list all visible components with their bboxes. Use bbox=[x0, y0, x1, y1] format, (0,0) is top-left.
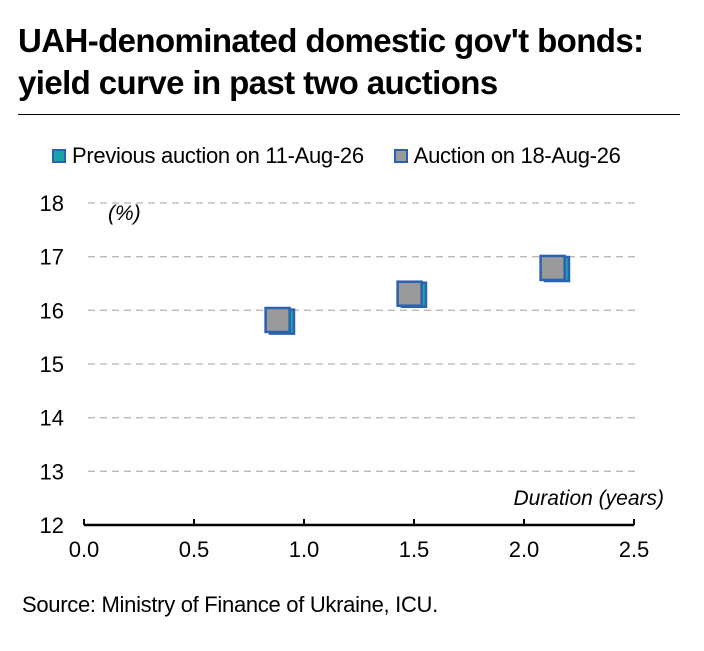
chart-title-line-1: UAH-denominated domestic gov't bonds: bbox=[18, 22, 644, 59]
chart-title: UAH-denominated domestic gov't bonds: yi… bbox=[18, 20, 688, 104]
y-tick-label-13: 13 bbox=[40, 459, 64, 484]
x-tick-label-2.0: 2.0 bbox=[509, 537, 540, 562]
x-tick-label-1.0: 1.0 bbox=[289, 537, 320, 562]
legend: Previous auction on 11-Aug-26 Auction on… bbox=[52, 140, 651, 172]
x-tick-label-1.5: 1.5 bbox=[399, 537, 430, 562]
source-note: Source: Ministry of Finance of Ukraine, … bbox=[22, 592, 438, 617]
x-axis-label: Duration (years) bbox=[513, 487, 664, 510]
y-axis-label: (%) bbox=[108, 202, 141, 225]
legend-label-current: Auction on 18-Aug-26 bbox=[413, 143, 621, 168]
x-tick-label-2.5: 2.5 bbox=[619, 537, 650, 562]
legend-swatch-current bbox=[393, 149, 408, 163]
y-tick-label-18: 18 bbox=[40, 191, 64, 216]
y-tick-label-17: 17 bbox=[40, 245, 64, 270]
marker-current-3 bbox=[539, 254, 566, 282]
x-tick-label-0.5: 0.5 bbox=[179, 537, 210, 562]
legend-item-current: Auction on 18-Aug-26 bbox=[393, 143, 621, 169]
y-tick-label-16: 16 bbox=[40, 298, 64, 323]
legend-label-previous: Previous auction on 11-Aug-26 bbox=[72, 143, 364, 168]
title-divider bbox=[18, 114, 680, 115]
y-tick-label-12: 12 bbox=[40, 513, 64, 538]
y-tick-label-14: 14 bbox=[40, 406, 64, 431]
chart-title-line-2: yield curve in past two auctions bbox=[18, 64, 498, 101]
marker-current-1 bbox=[264, 306, 291, 334]
x-tick-label-0.0: 0.0 bbox=[69, 537, 100, 562]
legend-item-previous: Previous auction on 11-Aug-26 bbox=[52, 143, 364, 169]
y-tick-label-15: 15 bbox=[40, 352, 64, 377]
legend-swatch-previous bbox=[52, 149, 66, 163]
scatter-chart: 12 13 14 15 16 17 18 0.0 0.5 1.0 1.5 2.0 2.5 (%) Durat… bbox=[40, 191, 664, 562]
marker-current-2 bbox=[396, 280, 423, 307]
